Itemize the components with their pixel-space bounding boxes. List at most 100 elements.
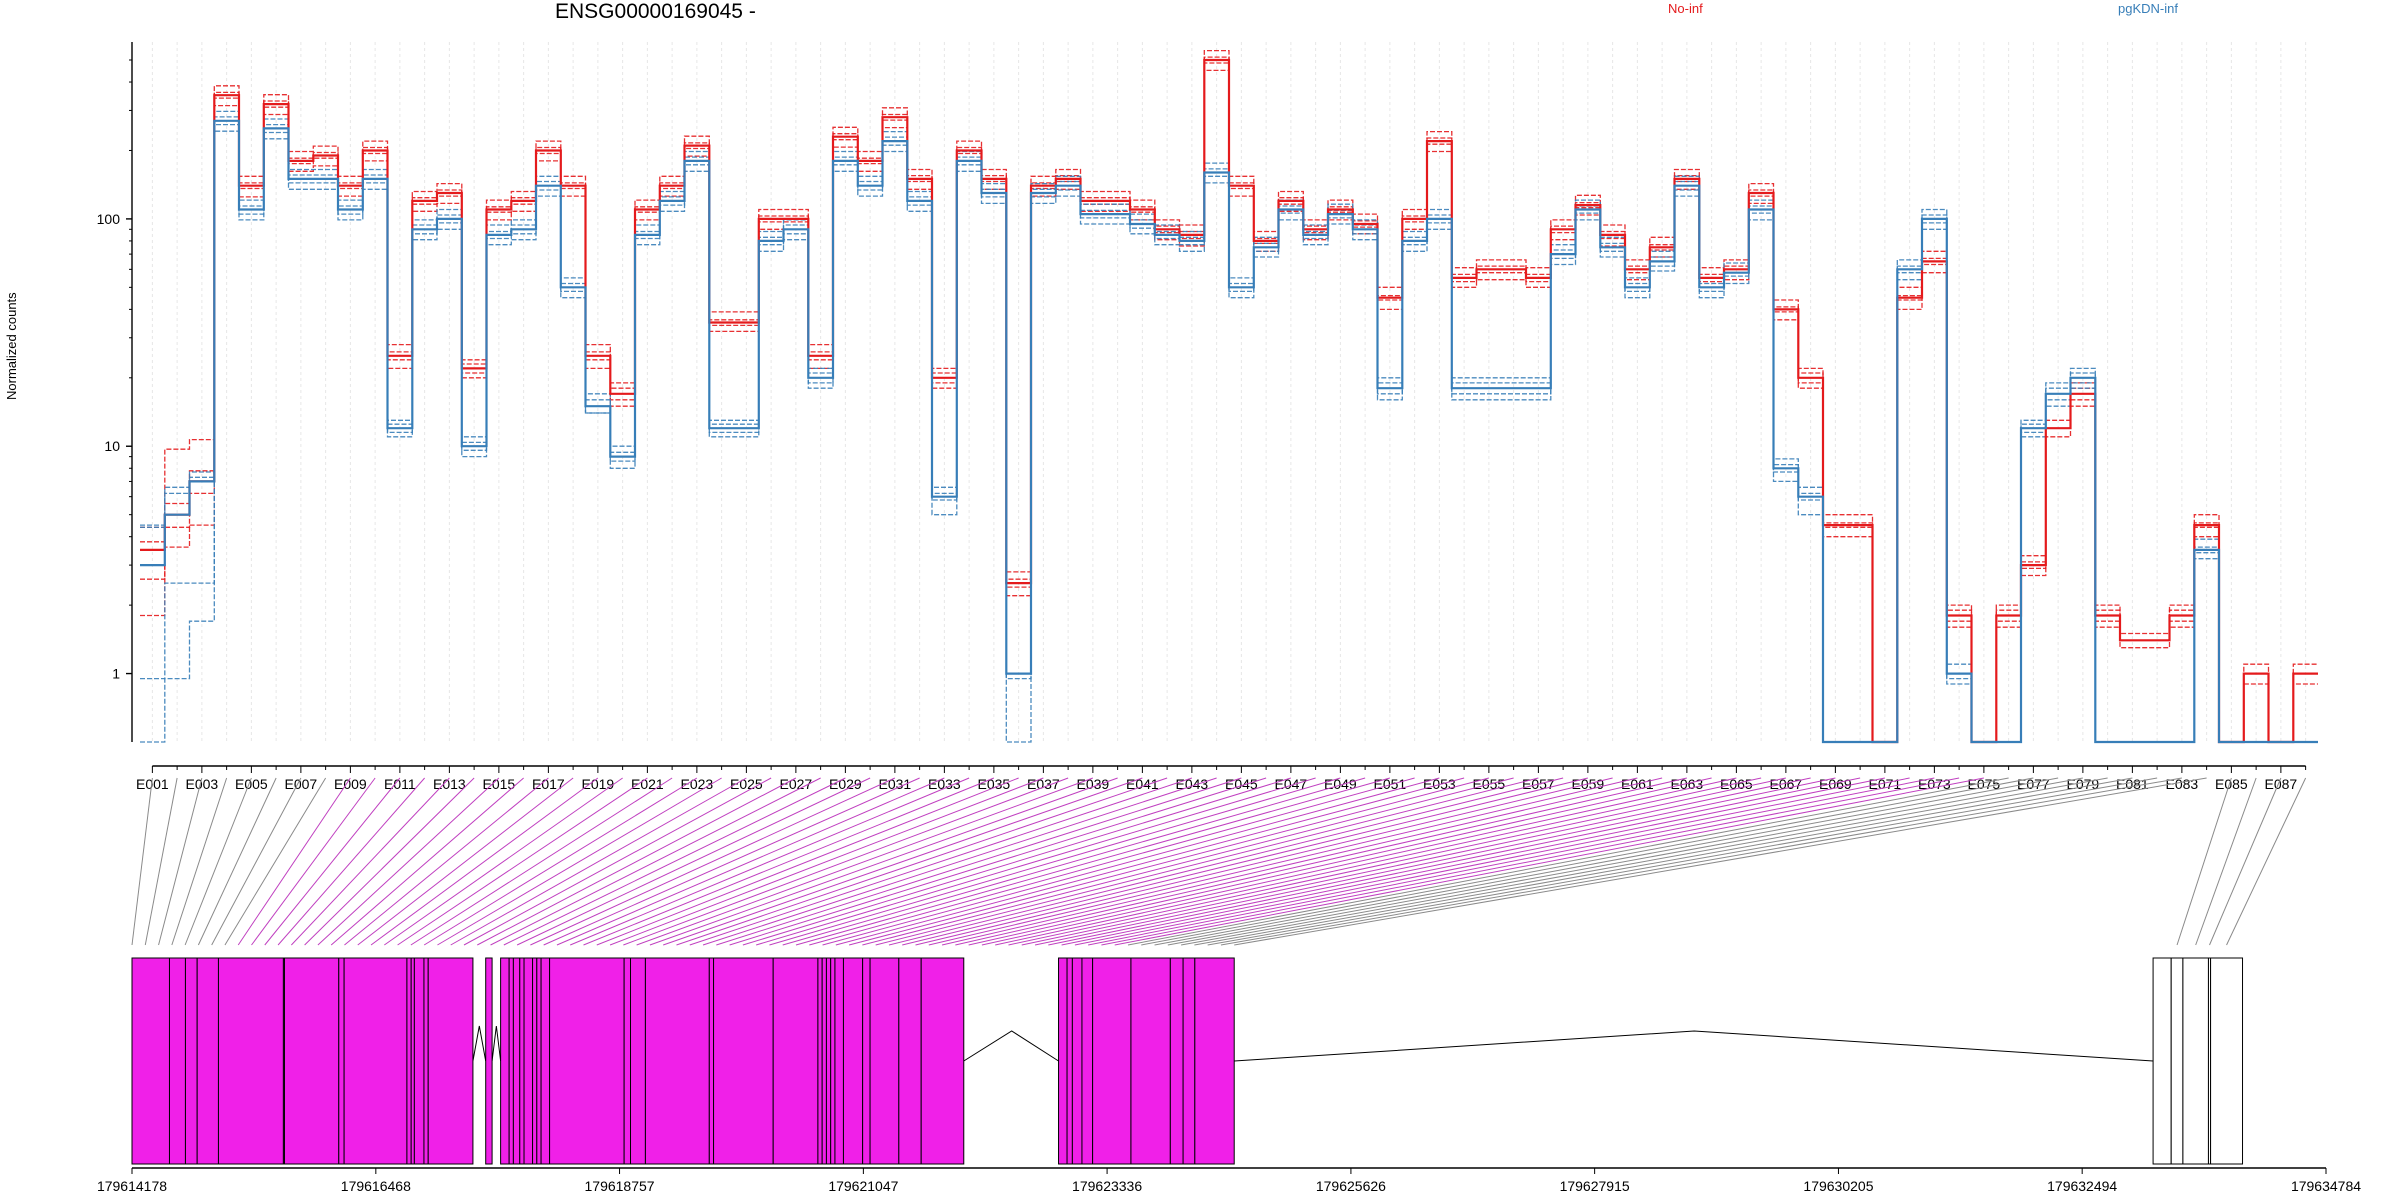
exon-block bbox=[1182, 957, 1196, 1165]
exon-block bbox=[1169, 957, 1184, 1165]
exon-block bbox=[2210, 957, 2244, 1165]
exon-connector bbox=[2195, 777, 2257, 946]
x-tick-label: E007 bbox=[285, 776, 318, 792]
exon-connector bbox=[716, 777, 1242, 946]
exon-block bbox=[2152, 957, 2172, 1165]
gene-model bbox=[131, 957, 2244, 1165]
exon-connector bbox=[1220, 777, 2182, 946]
exon-connector bbox=[2226, 777, 2307, 946]
legend-entry-pgkdn-inf: pgKDN-inf bbox=[2118, 1, 2178, 16]
x-tick-label: E087 bbox=[2265, 776, 2298, 792]
exon-connector bbox=[344, 777, 549, 946]
exon-block bbox=[817, 957, 823, 1165]
exon-block bbox=[869, 957, 900, 1165]
exon-block bbox=[196, 957, 219, 1165]
x-tick-label: E027 bbox=[780, 776, 813, 792]
x-tick-label: E025 bbox=[730, 776, 763, 792]
intron-line bbox=[1234, 1030, 2154, 1062]
exon-connector bbox=[1074, 777, 1910, 946]
genomic-tick-label: 179614178 bbox=[97, 1178, 167, 1194]
exon-block bbox=[708, 957, 715, 1165]
genomic-tick-label: 179634784 bbox=[2291, 1178, 2361, 1194]
exon-connector bbox=[1207, 777, 2158, 946]
y-tick-label: 10 bbox=[104, 438, 120, 454]
exon-connector bbox=[290, 777, 450, 946]
exon-connector bbox=[822, 777, 1440, 946]
exon-connector bbox=[649, 777, 1118, 946]
exon-block bbox=[549, 957, 625, 1165]
x-tick-label: E041 bbox=[1126, 776, 1159, 792]
genomic-tick-label: 179625626 bbox=[1316, 1178, 1386, 1194]
intron-line bbox=[491, 1025, 502, 1062]
exon-block bbox=[1058, 957, 1068, 1165]
exon-connector bbox=[995, 777, 1762, 946]
exon-block bbox=[623, 957, 632, 1165]
series-line-no-inf-mean bbox=[140, 58, 2318, 744]
x-tick-label: E065 bbox=[1720, 776, 1753, 792]
exon-connector bbox=[1234, 777, 2207, 946]
exon-connector bbox=[915, 777, 1613, 946]
y-tick-label: 100 bbox=[97, 211, 121, 227]
exon-connector bbox=[251, 777, 376, 946]
exon-connector bbox=[516, 777, 871, 946]
series-line-pgkdn-inf-mean bbox=[140, 119, 2318, 744]
exon-block bbox=[508, 957, 514, 1165]
exon-connector bbox=[2209, 777, 2282, 946]
exon-connector bbox=[1167, 777, 2083, 946]
grid-lines bbox=[151, 42, 2307, 742]
exon-connector bbox=[570, 777, 970, 946]
exon-block bbox=[500, 957, 510, 1165]
exon-connector bbox=[1194, 777, 2133, 946]
exon-block bbox=[343, 957, 408, 1165]
legend-entry-no-inf: No-inf bbox=[1668, 1, 1703, 16]
exon-connector bbox=[663, 777, 1143, 946]
exon-connector bbox=[384, 777, 623, 946]
x-tick-label: E019 bbox=[582, 776, 615, 792]
exon-connector bbox=[941, 777, 1663, 946]
exon-connector bbox=[782, 777, 1366, 946]
exon-connector bbox=[370, 777, 599, 946]
exon-block bbox=[283, 957, 340, 1165]
exon-connector bbox=[197, 777, 277, 946]
exon-connector bbox=[330, 777, 524, 946]
exon-connector bbox=[304, 777, 475, 946]
exon-connector bbox=[862, 777, 1514, 946]
y-tick-label: 1 bbox=[112, 666, 120, 682]
x-tick-label: E013 bbox=[433, 776, 466, 792]
x-tick-label: E069 bbox=[1819, 776, 1852, 792]
exon-block bbox=[184, 957, 198, 1165]
genomic-axis: 179614178 179616468 179618757 179621047 1796… bbox=[97, 1167, 2361, 1194]
exon-block bbox=[523, 957, 534, 1165]
exon-connector bbox=[397, 777, 648, 946]
exon-connector bbox=[809, 777, 1415, 946]
exon-block bbox=[512, 957, 521, 1165]
exon-connector bbox=[2176, 777, 2232, 946]
exon-connector bbox=[1101, 777, 1960, 946]
exon-block bbox=[1130, 957, 1171, 1165]
genomic-tick-label: 179621047 bbox=[828, 1178, 898, 1194]
exon-connector bbox=[277, 777, 426, 946]
exon-block bbox=[536, 957, 542, 1165]
intron-line bbox=[472, 1025, 487, 1062]
genomic-tick-label: 179618757 bbox=[585, 1178, 655, 1194]
exon-connector bbox=[1034, 777, 1836, 946]
exon-block bbox=[630, 957, 646, 1165]
exon-connector bbox=[423, 777, 698, 946]
x-tick-label: E079 bbox=[2067, 776, 2100, 792]
exon-connector bbox=[131, 777, 153, 946]
genomic-tick-label: 179630205 bbox=[1803, 1178, 1873, 1194]
exon-connector bbox=[955, 777, 1687, 946]
exon-connector bbox=[835, 777, 1465, 946]
exon-connector bbox=[211, 777, 302, 946]
exon-connector bbox=[503, 777, 846, 946]
exon-connector bbox=[742, 777, 1292, 946]
exon-connector bbox=[1061, 777, 1885, 946]
exon-connector bbox=[144, 777, 178, 946]
exon-connector bbox=[848, 777, 1490, 946]
exon-connectors bbox=[131, 777, 2307, 946]
chart-title: ENSG00000169045 - bbox=[555, 0, 756, 23]
exon-connector bbox=[171, 777, 228, 946]
exon-connector bbox=[795, 777, 1391, 946]
x-tick-label: E001 bbox=[136, 776, 169, 792]
